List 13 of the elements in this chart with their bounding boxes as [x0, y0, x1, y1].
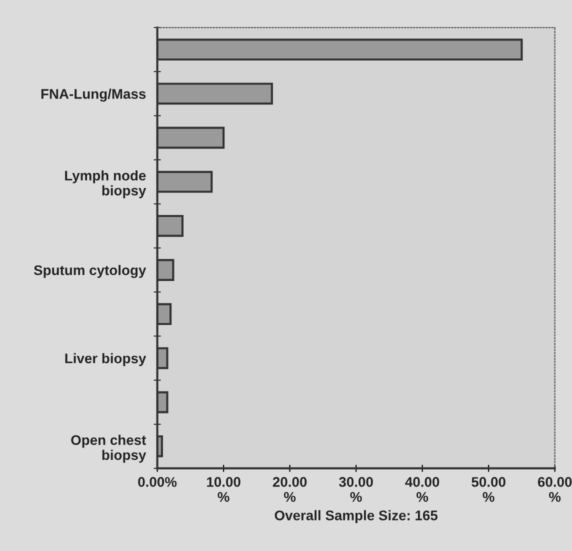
y-tick-label: Liver biopsy: [65, 353, 146, 366]
x-tick-label: 30.00 %: [339, 477, 373, 502]
x-tick-label: 60.00 %: [538, 477, 572, 502]
y-tick-label: Sputum cytology: [34, 264, 146, 278]
y-tick-label: FNA-Lung/Mass: [41, 88, 146, 102]
x-tick-label: 0.00%: [138, 477, 177, 487]
x-axis-title: Overall Sample Size: 165: [274, 510, 438, 524]
y-tick-label: Open chest biopsy: [71, 434, 146, 463]
x-tick-label: 50.00 %: [472, 477, 506, 502]
x-tick-label: 10.00 %: [207, 477, 240, 502]
x-tick-label: 40.00 %: [405, 477, 440, 502]
y-tick-label: Lymph node biopsy: [65, 170, 146, 198]
x-tick-label: 20.00 %: [272, 477, 307, 502]
